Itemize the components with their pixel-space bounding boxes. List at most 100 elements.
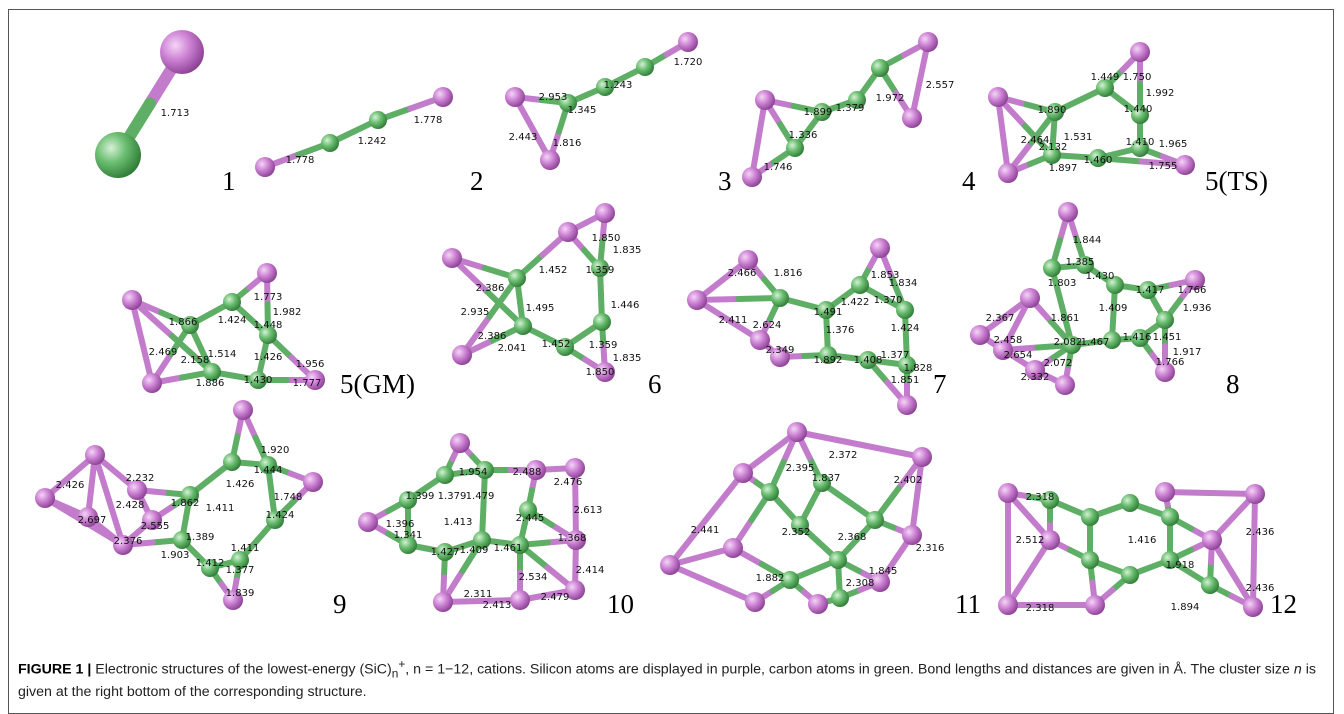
bond-length-label: 1.389 <box>186 532 215 543</box>
bond-length-label: 2.372 <box>829 450 858 461</box>
bond-length-label: 2.041 <box>498 343 527 354</box>
bond-length-label: 1.777 <box>293 378 322 389</box>
bond-length-label: 1.377 <box>881 350 910 361</box>
cluster-size-label: 9 <box>333 589 347 619</box>
silicon-atom <box>433 87 453 107</box>
bond-length-label: 1.345 <box>568 105 597 116</box>
bond-length-label: 1.426 <box>254 352 283 363</box>
bond-length-label: 1.424 <box>266 510 295 521</box>
bond-length-label: 2.386 <box>476 283 505 294</box>
bond-length-label: 2.697 <box>78 515 107 526</box>
silicon-atom <box>160 30 204 74</box>
bond-length-label: 1.479 <box>466 491 495 502</box>
bond-length-label: 1.448 <box>254 320 283 331</box>
silicon-atom <box>988 87 1008 107</box>
silicon-atom <box>85 445 105 465</box>
bond-length-label: 1.894 <box>1171 602 1200 613</box>
bond-length-label: 2.352 <box>782 527 811 538</box>
silicon-atom <box>142 373 162 393</box>
bond-length-label: 1.396 <box>386 519 415 530</box>
bond-length-label: 1.379 <box>836 103 865 114</box>
bond-length-label: 2.386 <box>478 331 507 342</box>
caption-italic: n <box>1294 662 1302 678</box>
bond-length-label: 2.308 <box>846 578 875 589</box>
silicon-atom <box>255 157 275 177</box>
bond-length-label: 1.778 <box>414 115 443 126</box>
carbon-atom <box>871 59 889 77</box>
bond-length-label: 2.445 <box>516 513 545 524</box>
carbon-atom <box>761 483 779 501</box>
bond-length-label: 1.803 <box>1048 278 1077 289</box>
bond-length-label: 1.845 <box>869 566 898 577</box>
bond-length-label: 2.624 <box>753 320 782 331</box>
bond-length-label: 1.766 <box>1178 285 1207 296</box>
bond-length-label: 1.411 <box>231 543 260 554</box>
silicon-atom <box>1245 484 1265 504</box>
silicon-atom <box>1202 530 1222 550</box>
carbon-atom <box>636 58 654 76</box>
silicon-atom <box>755 90 775 110</box>
bond-length-label: 2.534 <box>519 572 548 583</box>
cluster-size-label: 5(GM) <box>340 369 415 399</box>
carbon-atom <box>593 313 611 331</box>
carbon-atom <box>851 276 869 294</box>
cluster-size-label: 7 <box>933 369 947 399</box>
silicon-atom <box>1155 482 1175 502</box>
bond-length-label: 1.514 <box>208 349 237 360</box>
figure: 1.71311.7781.2421.77822.9531.3451.2431.7… <box>0 0 1344 650</box>
bond-length-label: 2.414 <box>576 565 605 576</box>
bond-length-label: 2.426 <box>56 480 85 491</box>
bond-length-label: 1.755 <box>1149 161 1178 172</box>
silicon-atom <box>558 222 578 242</box>
page: 1.71311.7781.2421.77822.9531.3451.2431.7… <box>0 0 1344 708</box>
silicon-atom <box>1243 597 1263 617</box>
bond-length-label: 2.402 <box>894 475 923 486</box>
bond-length-label: 1.451 <box>1153 332 1182 343</box>
carbon-atom <box>1121 566 1139 584</box>
bond-length-label: 1.452 <box>539 265 568 276</box>
bond-length-label: 1.370 <box>874 295 903 306</box>
bond-length-label: 1.778 <box>286 155 315 166</box>
carbon-atom <box>95 132 141 178</box>
bond-length-label: 2.316 <box>916 543 945 554</box>
bond-length-label: 2.395 <box>786 463 815 474</box>
carbon-atom <box>369 111 387 129</box>
bond-length-label: 1.851 <box>891 375 920 386</box>
bond-length-label: 1.816 <box>774 268 803 279</box>
bond-length-label: 1.748 <box>274 492 303 503</box>
bond-length-label: 1.773 <box>254 292 283 303</box>
bond-length-label: 1.844 <box>1073 235 1102 246</box>
bond-length-label: 1.399 <box>406 491 435 502</box>
silicon-atom <box>687 290 707 310</box>
bond-length-label: 2.479 <box>541 592 570 603</box>
bond-length-label: 1.417 <box>1136 285 1165 296</box>
silicon-atom <box>742 167 762 187</box>
silicon-atom <box>233 400 253 420</box>
bond-length-label: 2.555 <box>141 521 170 532</box>
bond-length-label: 1.413 <box>444 517 473 528</box>
silicon-atom <box>902 525 922 545</box>
bond-length-label: 2.428 <box>116 500 145 511</box>
silicon-atom <box>970 325 990 345</box>
bond-length-label: 1.903 <box>161 550 190 561</box>
bond-length-label: 2.411 <box>719 315 748 326</box>
bond-length-label: 2.318 <box>1026 492 1055 503</box>
bond-length-label: 2.469 <box>149 347 178 358</box>
silicon-atom <box>808 594 828 614</box>
bond-length-label: 1.750 <box>1123 72 1152 83</box>
silicon-atom <box>35 488 55 508</box>
bond-length-label: 1.412 <box>196 558 225 569</box>
bond-length-label: 2.072 <box>1044 358 1073 369</box>
silicon-atom <box>870 238 890 258</box>
cluster-size-label: 6 <box>648 369 662 399</box>
silicon-atom <box>902 108 922 128</box>
bond-length-label: 1.965 <box>1159 139 1188 150</box>
bond-length-label: 1.837 <box>812 473 841 484</box>
bond-length-label: 1.336 <box>789 130 818 141</box>
silicon-atom <box>433 592 453 612</box>
silicon-atom <box>257 263 277 283</box>
bond-length-label: 1.890 <box>1038 105 1067 116</box>
bond-length-label: 1.385 <box>1066 257 1095 268</box>
silicon-atom <box>1130 42 1150 62</box>
cluster-size-label: 3 <box>718 166 732 196</box>
